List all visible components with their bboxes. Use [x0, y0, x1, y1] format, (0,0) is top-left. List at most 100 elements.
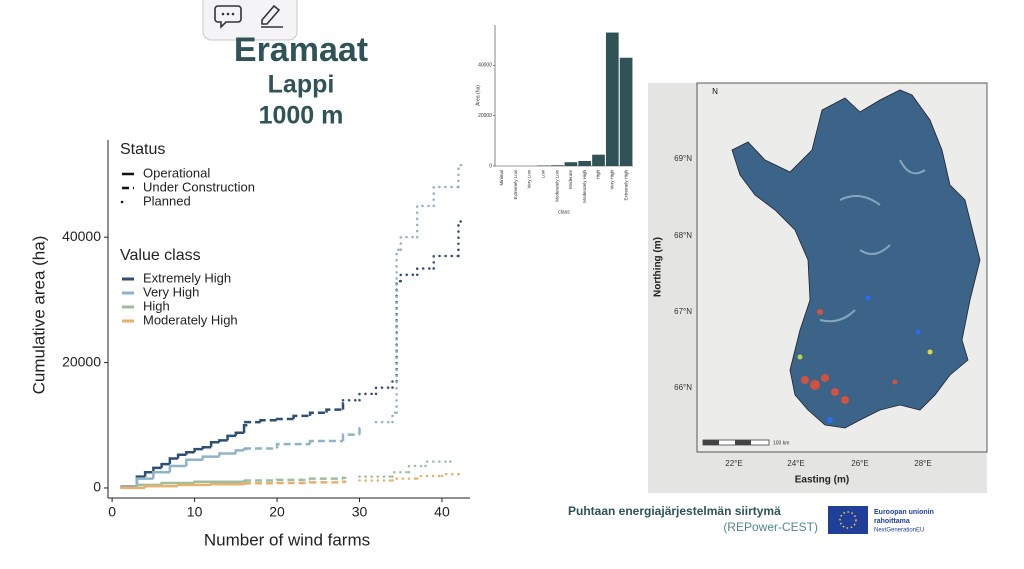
- farm: [821, 374, 829, 382]
- step-segment: [391, 477, 419, 482]
- step-segment: [160, 462, 170, 468]
- y-axis-label: Area (ha): [475, 85, 481, 106]
- legend-label: Very High: [143, 284, 199, 299]
- x-tick-label: Minimal: [499, 170, 504, 186]
- dot: [231, 12, 235, 16]
- step-chart: 0 20000 40000 0 10 20 30 40 Number of wind farms…: [29, 140, 470, 549]
- highlight-button[interactable]: [261, 4, 283, 28]
- step-segment: [407, 464, 427, 474]
- y-tick-label: 20000: [478, 113, 492, 119]
- step-segment: [168, 464, 187, 473]
- step-segment: [457, 471, 464, 476]
- slide-distance: 1000 m: [259, 102, 344, 130]
- step-segment: [193, 480, 245, 483]
- map-x-tick: 26°E: [851, 459, 868, 468]
- step-segment: [234, 431, 245, 436]
- step-segment: [176, 453, 187, 459]
- step-segment: [399, 235, 419, 251]
- x-tick-label: Low: [540, 169, 545, 178]
- step-segment: [209, 440, 220, 448]
- scale-bar-seg: [703, 440, 719, 445]
- y-tick-label: 40000: [478, 63, 492, 69]
- y-tick-label: 40000: [62, 228, 101, 244]
- eu-stars: [839, 511, 857, 529]
- eu-line2: rahoittama: [874, 518, 910, 525]
- map-x-tick: 22°E: [725, 459, 742, 468]
- y-tick-label: 0: [93, 479, 101, 495]
- bar: [550, 165, 564, 166]
- eu-line1: Euroopan unionin: [874, 509, 934, 516]
- scale-label: 100 km: [773, 440, 789, 446]
- farm: [817, 309, 823, 315]
- map-x-tick: 28°E: [914, 459, 931, 468]
- step-segment: [391, 411, 398, 424]
- step-segment: [432, 185, 460, 208]
- bar: [592, 154, 605, 166]
- bar: [619, 57, 633, 166]
- step-segment: [218, 439, 228, 443]
- step-segment: [308, 411, 327, 416]
- step-segment: [325, 408, 344, 413]
- wind-farms: [801, 309, 898, 404]
- x-tick-label: Moderate: [568, 170, 573, 190]
- step-segment: [275, 417, 294, 421]
- step-segment: [234, 449, 245, 454]
- x-tick-label: 30: [352, 504, 368, 520]
- farm-blue: [827, 417, 833, 423]
- step-segment: [432, 254, 460, 270]
- step-segment: [399, 273, 419, 283]
- step-segment: [201, 455, 220, 460]
- step-segment: [143, 484, 179, 488]
- bar: [605, 32, 619, 166]
- legend-label: Operational: [143, 165, 210, 180]
- x-tick-label: 20: [269, 504, 285, 520]
- step-segment: [341, 480, 347, 483]
- step-segment: [168, 457, 179, 465]
- map-y-label: Northing (m): [653, 237, 664, 297]
- north-arrow: N: [712, 87, 718, 96]
- x-tick-label: 10: [187, 504, 203, 520]
- map-y-tick: 68°N: [674, 231, 692, 240]
- legend-label: Under Construction: [143, 179, 255, 194]
- step-segment: [185, 458, 203, 467]
- step-segment: [259, 419, 278, 423]
- step-segment: [424, 460, 452, 468]
- step-segment: [185, 450, 195, 455]
- lapland-region: [731, 89, 981, 429]
- step-segment: [457, 220, 464, 258]
- step-segment: [415, 204, 435, 239]
- x-tick-label: 40: [434, 504, 450, 520]
- x-tick-label: 0: [108, 504, 116, 520]
- y-tick-label: 0: [489, 163, 492, 169]
- y-axis-label: Cumulative area (ha): [29, 236, 48, 395]
- farm: [831, 388, 839, 396]
- map-y-tick: 67°N: [674, 307, 692, 316]
- comment-button[interactable]: [214, 5, 242, 29]
- legend-label: Moderately High: [143, 312, 238, 327]
- step-segment: [440, 472, 460, 478]
- step-segment: [209, 482, 245, 486]
- step-segment: [143, 471, 154, 477]
- step-segment: [448, 458, 455, 463]
- step-segment: [201, 445, 212, 450]
- map-x-tick: 24°E: [787, 459, 804, 468]
- comment-icon: [214, 5, 242, 29]
- map-y-tick: 69°N: [674, 154, 692, 163]
- map-x-label: Easting (m): [795, 475, 849, 486]
- legend-title: Status: [120, 141, 165, 158]
- step-segment: [457, 163, 464, 189]
- farm: [810, 380, 820, 390]
- step-segment: [341, 476, 347, 480]
- bar: [564, 162, 578, 166]
- step-segment: [415, 267, 435, 277]
- dot: [221, 12, 225, 16]
- step-segment: [152, 471, 170, 479]
- toolbar-bg: [202, 0, 298, 41]
- x-tick-label: Very Low: [527, 169, 532, 188]
- step-segment: [275, 478, 311, 482]
- step-segment: [308, 477, 344, 480]
- step-segment: [391, 471, 411, 478]
- farm-yellow: [927, 349, 933, 355]
- step-segment: [374, 386, 394, 396]
- dot: [226, 12, 230, 16]
